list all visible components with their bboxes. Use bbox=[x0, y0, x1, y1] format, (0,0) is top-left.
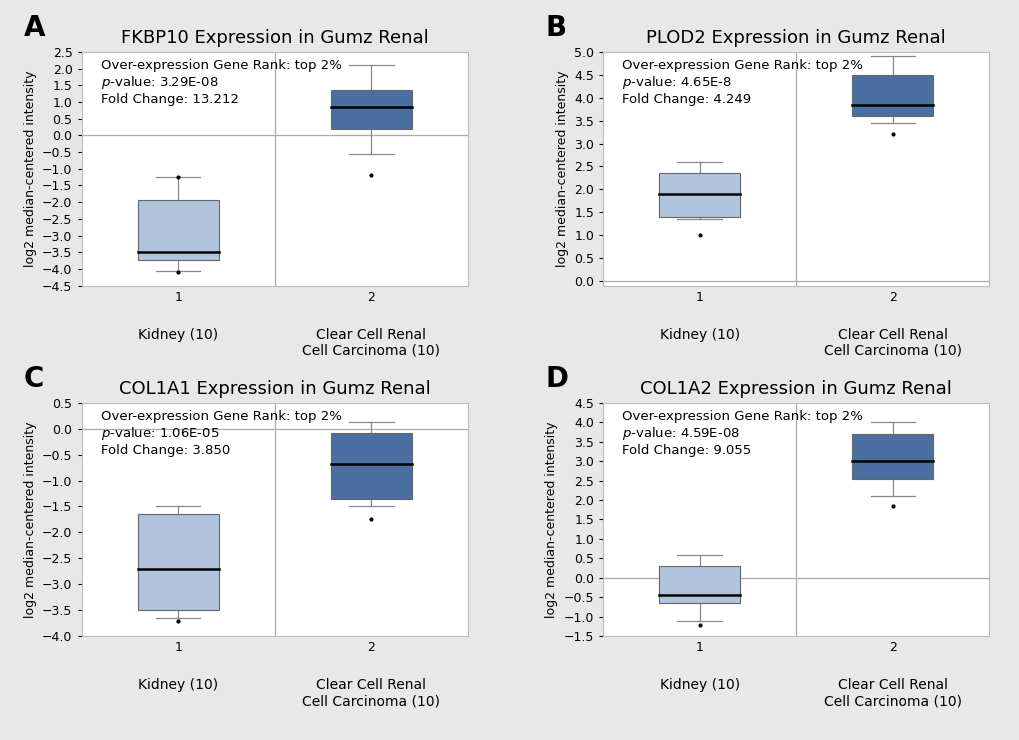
Text: Over-expression Gene Rank: top 2%
$p$-value: 1.06E-05
Fold Change: 3.850: Over-expression Gene Rank: top 2% $p$-va… bbox=[101, 409, 341, 457]
Y-axis label: log2 median-centered intensity: log2 median-centered intensity bbox=[555, 70, 568, 267]
Text: Clear Cell Renal
Cell Carcinoma (10): Clear Cell Renal Cell Carcinoma (10) bbox=[823, 328, 961, 358]
Title: PLOD2 Expression in Gumz Renal: PLOD2 Expression in Gumz Renal bbox=[646, 30, 946, 47]
Text: Kidney (10): Kidney (10) bbox=[659, 328, 739, 342]
Text: Over-expression Gene Rank: top 2%
$p$-value: 4.65E-8
Fold Change: 4.249: Over-expression Gene Rank: top 2% $p$-va… bbox=[622, 58, 862, 107]
Bar bbox=[658, 173, 740, 217]
Text: Kidney (10): Kidney (10) bbox=[138, 328, 218, 342]
Text: Clear Cell Renal
Cell Carcinoma (10): Clear Cell Renal Cell Carcinoma (10) bbox=[302, 679, 440, 709]
Text: Over-expression Gene Rank: top 2%
$p$-value: 4.59E-08
Fold Change: 9.055: Over-expression Gene Rank: top 2% $p$-va… bbox=[622, 409, 862, 457]
Y-axis label: log2 median-centered intensity: log2 median-centered intensity bbox=[23, 70, 37, 267]
Y-axis label: log2 median-centered intensity: log2 median-centered intensity bbox=[23, 421, 37, 618]
Bar bbox=[138, 514, 218, 610]
Text: B: B bbox=[544, 15, 566, 42]
Title: FKBP10 Expression in Gumz Renal: FKBP10 Expression in Gumz Renal bbox=[121, 30, 428, 47]
Text: Over-expression Gene Rank: top 2%
$p$-value: 3.29E-08
Fold Change: 13.212: Over-expression Gene Rank: top 2% $p$-va… bbox=[101, 58, 341, 107]
Text: Kidney (10): Kidney (10) bbox=[659, 679, 739, 693]
Y-axis label: log2 median-centered intensity: log2 median-centered intensity bbox=[544, 421, 557, 618]
Text: A: A bbox=[23, 15, 45, 42]
Text: C: C bbox=[23, 366, 44, 393]
Bar bbox=[330, 433, 412, 499]
Title: COL1A2 Expression in Gumz Renal: COL1A2 Expression in Gumz Renal bbox=[640, 380, 952, 398]
Text: Clear Cell Renal
Cell Carcinoma (10): Clear Cell Renal Cell Carcinoma (10) bbox=[302, 328, 440, 358]
Text: Clear Cell Renal
Cell Carcinoma (10): Clear Cell Renal Cell Carcinoma (10) bbox=[823, 679, 961, 709]
Bar bbox=[658, 566, 740, 603]
Bar bbox=[138, 201, 218, 260]
Title: COL1A1 Expression in Gumz Renal: COL1A1 Expression in Gumz Renal bbox=[119, 380, 430, 398]
Bar bbox=[852, 434, 932, 479]
Text: Kidney (10): Kidney (10) bbox=[138, 679, 218, 693]
Text: D: D bbox=[544, 366, 568, 393]
Bar bbox=[330, 90, 412, 129]
Bar bbox=[852, 75, 932, 116]
